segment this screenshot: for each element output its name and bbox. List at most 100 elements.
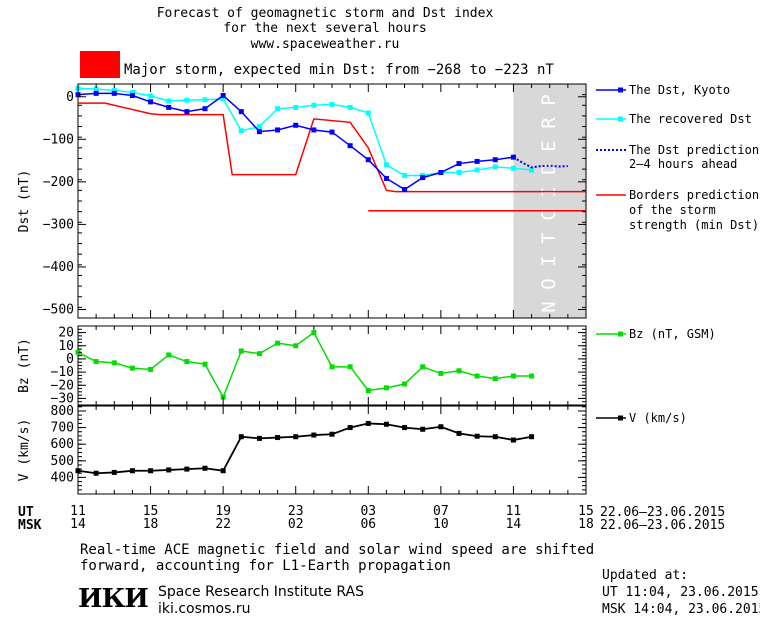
bz-line-point [129,365,135,371]
y-tick-label: −20 [51,378,74,393]
x-tick-label-msk: 14 [70,517,86,532]
bz-line-point [510,373,516,379]
y-tick-label: −400 [43,260,74,275]
x-tick-label-msk: 06 [360,517,376,532]
v-line-point [474,433,480,439]
kyoto-dst-line-point [129,92,135,98]
recovered-dst-line-point [529,167,535,173]
v-line-point [111,469,117,475]
x-tick-label-ut: 11 [70,504,86,519]
recovered-dst-line-point [129,90,135,96]
x-tick-label-msk: 02 [288,517,304,532]
prediction-label-letter: P [538,94,560,105]
recovered-dst-line-point [329,101,335,107]
x-tick-label-msk: 10 [433,517,449,532]
v-line-point [456,430,462,436]
bz-line-point [347,364,353,370]
y-tick-label: 600 [51,437,74,452]
kyoto-dst-line-point [166,104,172,110]
recovered-dst-line-point [220,96,226,102]
recovered-dst-line-point [184,97,190,103]
legend-prediction-2: 2–4 hours ahead [629,157,737,171]
propagation-note-line2: forward, accounting for L1-Earth propaga… [80,558,451,574]
kyoto-dst-line-point [148,99,154,105]
bz-line-point [456,368,462,374]
legend-borders-2: of the storm [629,203,716,217]
bz-line-point [275,340,281,346]
y-tick-label: 400 [51,470,74,485]
v-line-point [220,468,226,474]
legend-recovered: The recovered Dst [629,112,752,126]
ut-axis-label: UT [18,505,34,520]
y-tick-label: 10 [58,339,74,354]
y-tick-label: 20 [58,326,74,341]
v-line-point [166,467,172,473]
recovered-dst-line-point [311,102,317,108]
recovered-dst-line-point [293,104,299,110]
propagation-note-line1: Real-time ACE magnetic field and solar w… [80,542,595,558]
legend-bz: Bz (nT, GSM) [629,327,716,341]
v-line-point [492,434,498,440]
y-tick-label: −200 [43,175,74,190]
legend-kyoto: The Dst, Kyoto [629,83,730,97]
recovered-dst-line-point [492,164,498,170]
x-tick-label-ut: 15 [143,504,159,519]
v-line-point [347,425,353,431]
y-tick-label: 0 [66,352,74,367]
v-line-point [438,424,444,430]
bz-line-point [202,361,208,367]
updated-label: Updated at: [602,568,689,583]
kyoto-dst-line-point [184,109,190,115]
recovered-dst-line-point [275,106,281,112]
y-tick-label: −100 [43,132,74,147]
storm-alert-text: Major storm, expected min Dst: from −268… [124,62,554,78]
y-axis-label: Dst (nT) [17,170,32,233]
bz-line-point [492,376,498,382]
v-line-point [129,468,135,474]
y-axis-label: V (km/s) [17,419,32,482]
ut-date-range: 22.06–23.06.2015 [600,505,726,520]
prediction-label-letter: C [538,209,560,220]
plot-frame [77,83,587,319]
y-tick-label: −10 [51,365,74,380]
y-axis-label: Bz (nT) [17,338,32,393]
recovered-dst-line-point [474,167,480,173]
kyoto-dst-line-point [202,106,208,112]
x-tick-label-ut: 19 [215,504,231,519]
v-line-point [329,431,335,437]
recovered-dst-line [77,87,532,177]
prediction-label-letter: T [538,232,560,243]
recovered-dst-line-point [402,172,408,178]
x-tick-label-ut: 07 [433,504,449,519]
updated-ut: UT 11:04, 23.06.2015 [602,585,759,600]
prediction-label-letter: E [538,140,560,151]
x-tick-label-msk: 18 [578,517,594,532]
recovered-dst-line-point [111,87,117,93]
v-line-point [238,434,244,440]
bz-legend-marker [618,331,623,337]
dst-prediction-line [512,156,568,169]
kyoto-dst-line-point [383,175,389,181]
y-tick-label: −500 [43,302,74,317]
x-tick-label-ut: 11 [506,504,522,519]
kyoto-dst-line-point [420,175,426,181]
x-tick-label-msk: 22 [215,517,231,532]
v-line-point [311,432,317,438]
recovered-dst-line-point [365,110,371,116]
v-line-point [383,421,389,427]
institute-site[interactable]: iki.cosmos.ru [158,601,251,617]
bz-line-point [184,359,190,365]
prediction-label-letter: N [538,301,560,312]
prediction-label-letter: O [538,278,560,289]
v-line-point [529,434,535,440]
v-line-point [75,468,81,474]
bz-line-point [148,366,154,372]
recovered-dst-line-point [256,124,262,130]
bz-line-point [293,343,299,349]
recovered-dst-line-point [383,162,389,168]
kyoto-dst-line-point [474,158,480,164]
bz-line-point [238,348,244,354]
kyoto-dst-line-point [220,92,226,98]
bz-line-point [383,385,389,391]
